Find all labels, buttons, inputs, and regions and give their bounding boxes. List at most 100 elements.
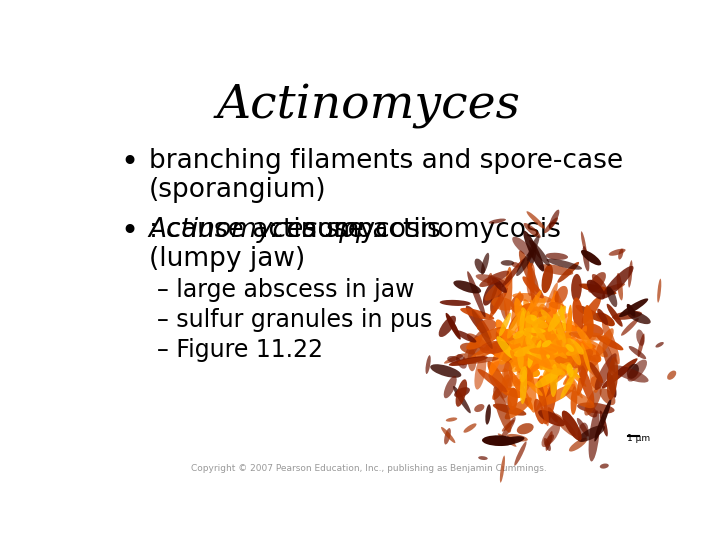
- Ellipse shape: [525, 336, 541, 362]
- Ellipse shape: [570, 336, 584, 349]
- Ellipse shape: [607, 356, 618, 400]
- Ellipse shape: [535, 313, 570, 332]
- Ellipse shape: [511, 262, 520, 268]
- Ellipse shape: [476, 274, 506, 285]
- Ellipse shape: [597, 309, 608, 325]
- Ellipse shape: [535, 346, 577, 357]
- Ellipse shape: [588, 410, 600, 462]
- Ellipse shape: [553, 353, 587, 387]
- Ellipse shape: [505, 397, 532, 420]
- Ellipse shape: [602, 320, 620, 364]
- Ellipse shape: [483, 280, 498, 306]
- Ellipse shape: [607, 372, 616, 398]
- Ellipse shape: [472, 309, 492, 349]
- Ellipse shape: [521, 336, 527, 373]
- Ellipse shape: [485, 276, 513, 301]
- Ellipse shape: [567, 363, 574, 377]
- Ellipse shape: [525, 318, 550, 341]
- Ellipse shape: [596, 312, 615, 326]
- Ellipse shape: [607, 304, 623, 327]
- Ellipse shape: [541, 328, 547, 346]
- Ellipse shape: [596, 328, 613, 356]
- Ellipse shape: [540, 322, 556, 359]
- Ellipse shape: [567, 320, 583, 339]
- Ellipse shape: [551, 330, 562, 376]
- Ellipse shape: [524, 339, 559, 357]
- Ellipse shape: [581, 250, 601, 266]
- Ellipse shape: [510, 347, 526, 353]
- Ellipse shape: [527, 325, 543, 339]
- Ellipse shape: [460, 343, 485, 355]
- Ellipse shape: [526, 311, 531, 343]
- Ellipse shape: [566, 350, 578, 356]
- Ellipse shape: [508, 358, 542, 370]
- Ellipse shape: [527, 235, 539, 261]
- Ellipse shape: [597, 335, 624, 350]
- Ellipse shape: [626, 304, 636, 316]
- Ellipse shape: [535, 325, 544, 344]
- Ellipse shape: [504, 267, 513, 318]
- Ellipse shape: [446, 417, 457, 422]
- Ellipse shape: [545, 368, 570, 387]
- Ellipse shape: [456, 379, 467, 407]
- Ellipse shape: [553, 290, 568, 325]
- Ellipse shape: [536, 339, 572, 358]
- Ellipse shape: [627, 360, 647, 382]
- Ellipse shape: [588, 272, 606, 293]
- Ellipse shape: [542, 282, 558, 322]
- Ellipse shape: [603, 284, 625, 292]
- Ellipse shape: [438, 316, 456, 337]
- Ellipse shape: [487, 273, 492, 286]
- Ellipse shape: [530, 363, 541, 373]
- Ellipse shape: [536, 333, 542, 359]
- Ellipse shape: [482, 435, 516, 446]
- Ellipse shape: [522, 364, 530, 380]
- Ellipse shape: [539, 342, 558, 354]
- Ellipse shape: [548, 407, 558, 423]
- Ellipse shape: [530, 354, 568, 369]
- Ellipse shape: [544, 438, 551, 451]
- Ellipse shape: [550, 364, 558, 397]
- Ellipse shape: [497, 329, 520, 338]
- Ellipse shape: [517, 333, 550, 348]
- Ellipse shape: [517, 346, 524, 369]
- Ellipse shape: [574, 350, 600, 380]
- Ellipse shape: [535, 334, 549, 364]
- Ellipse shape: [523, 348, 548, 370]
- Ellipse shape: [558, 360, 575, 373]
- Text: branching filaments and spore-case: branching filaments and spore-case: [148, 148, 623, 174]
- Ellipse shape: [570, 326, 587, 362]
- Ellipse shape: [532, 354, 554, 364]
- Ellipse shape: [581, 231, 587, 254]
- Ellipse shape: [573, 335, 597, 348]
- Ellipse shape: [487, 361, 509, 396]
- Ellipse shape: [508, 347, 527, 360]
- Text: (sporangium): (sporangium): [148, 177, 326, 203]
- Ellipse shape: [581, 323, 603, 337]
- Ellipse shape: [571, 274, 582, 302]
- Ellipse shape: [606, 286, 617, 307]
- Text: : cause actinomycosis: : cause actinomycosis: [269, 217, 560, 242]
- Ellipse shape: [426, 355, 431, 374]
- Ellipse shape: [600, 388, 616, 405]
- Ellipse shape: [489, 375, 513, 408]
- Ellipse shape: [539, 356, 575, 388]
- Ellipse shape: [521, 341, 537, 359]
- Ellipse shape: [562, 363, 582, 399]
- Ellipse shape: [464, 423, 477, 433]
- Ellipse shape: [518, 344, 531, 354]
- Ellipse shape: [562, 410, 582, 441]
- Ellipse shape: [504, 333, 539, 347]
- Ellipse shape: [590, 357, 600, 393]
- Ellipse shape: [502, 420, 515, 431]
- Ellipse shape: [595, 353, 616, 390]
- Ellipse shape: [512, 237, 534, 258]
- Text: – Figure 11.22: – Figure 11.22: [157, 338, 323, 362]
- Ellipse shape: [577, 350, 590, 396]
- Ellipse shape: [510, 350, 516, 361]
- Ellipse shape: [544, 333, 552, 382]
- Ellipse shape: [536, 372, 561, 411]
- Ellipse shape: [592, 274, 608, 294]
- Ellipse shape: [541, 309, 553, 324]
- Ellipse shape: [532, 351, 550, 360]
